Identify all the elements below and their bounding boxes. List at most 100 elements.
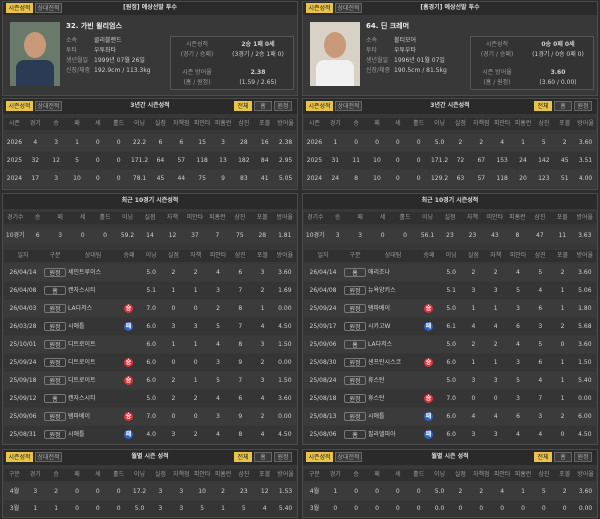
cell: 2	[221, 488, 225, 495]
list-header: 구분	[349, 252, 361, 259]
cell: 2025	[6, 157, 23, 164]
cell: 0	[395, 139, 400, 146]
cell: 2	[54, 488, 59, 495]
cell: 2	[260, 413, 265, 420]
cell: 1	[33, 505, 38, 512]
cell: 탬파베이	[68, 413, 91, 420]
tab[interactable]: 상대전적	[35, 101, 62, 111]
tab[interactable]: 상대전적	[35, 3, 62, 13]
tab[interactable]: 시즌성적	[306, 452, 333, 462]
summary-header: 자책	[166, 214, 178, 221]
filter[interactable]: 전체	[234, 101, 252, 111]
cell: 2	[458, 139, 463, 146]
summary-cell: 10경기	[5, 232, 25, 239]
filter[interactable]: 홈	[554, 101, 572, 111]
column-header-bg	[304, 469, 596, 481]
filter[interactable]: 원정	[274, 101, 292, 111]
tab[interactable]: 시즌성적	[6, 452, 33, 462]
tab[interactable]: 시즌성적	[306, 101, 333, 111]
cell: 2	[193, 269, 198, 276]
tab[interactable]: 상대전적	[335, 452, 362, 462]
tab[interactable]: 시즌성적	[306, 3, 333, 13]
monthly-title: 월별 시즌 성적	[131, 453, 169, 460]
cell: 3.60	[578, 488, 593, 495]
cell: 5.1	[446, 287, 456, 294]
cell: 9	[238, 413, 243, 420]
cell: 1	[75, 139, 79, 146]
cell: 118	[496, 175, 508, 182]
cell: 캔자스시티	[68, 287, 96, 294]
cell: 5.68	[578, 323, 592, 330]
cell: 0	[541, 505, 546, 512]
filter[interactable]: 원정	[574, 452, 592, 462]
column-header: 이닝	[434, 471, 446, 478]
cell: 3	[471, 431, 476, 438]
column-header: 방어율	[577, 471, 594, 478]
cell-bg	[4, 484, 296, 500]
cell: 캔자스시티	[68, 395, 96, 402]
game-row-bg	[304, 408, 596, 425]
filter[interactable]: 전체	[534, 101, 552, 111]
tab[interactable]: 상대전적	[335, 101, 362, 111]
column-header: 삼진	[538, 471, 550, 478]
cell: 0	[116, 505, 121, 512]
cell: 1	[560, 305, 565, 312]
cell: 3	[171, 431, 176, 438]
cell: 0	[354, 139, 359, 146]
cell: 6.0	[146, 341, 156, 348]
venue-badge: 홈	[344, 430, 366, 439]
filter[interactable]: 전체	[534, 452, 552, 462]
summary-header: 삼진	[234, 214, 246, 221]
cell: 6	[538, 359, 543, 366]
cell: 4	[262, 505, 267, 512]
summary-header: 방어율	[576, 214, 594, 221]
summary-cell: 47	[536, 232, 544, 239]
tab[interactable]: 상대전적	[35, 452, 62, 462]
result-badge: 승	[124, 376, 133, 385]
era: 3.60	[550, 69, 566, 76]
summary-cell-bg	[304, 229, 596, 243]
tab[interactable]: 상대전적	[335, 3, 362, 13]
cell: LA다저스	[368, 341, 393, 348]
filter[interactable]: 전체	[234, 452, 252, 462]
game-row-bg	[304, 372, 596, 389]
list-header: 피안타	[509, 252, 527, 259]
column-header: 자책점	[472, 471, 490, 478]
summary-header-bg	[304, 212, 596, 224]
tab[interactable]: 시즌성적	[6, 101, 33, 111]
player-photo	[310, 22, 360, 86]
column-header: 피안타	[193, 471, 211, 478]
venue-badge: 원정	[344, 394, 366, 403]
cell: 4	[216, 269, 220, 276]
cell: 0	[395, 157, 400, 164]
list-header: 상대팀	[384, 252, 402, 259]
cell: 2	[471, 341, 476, 348]
filter[interactable]: 홈	[554, 452, 572, 462]
column-header: 경기	[329, 120, 341, 127]
list-header: 승패	[423, 252, 435, 259]
cell: 2	[562, 488, 567, 495]
cell: LA다저스	[68, 305, 93, 312]
summary-cell-bg	[4, 229, 296, 243]
list-header: 삼진	[234, 252, 246, 259]
cell: 25/08/06	[309, 431, 337, 438]
game-row-bg	[304, 318, 596, 335]
filter[interactable]: 홈	[254, 101, 272, 111]
summary-header: 경기수	[306, 214, 324, 221]
tab[interactable]: 시즌성적	[6, 3, 33, 13]
venue-badge: 원정	[344, 322, 366, 331]
filter[interactable]: 원정	[274, 452, 292, 462]
cell: 2	[193, 431, 198, 438]
cell: 0	[500, 505, 505, 512]
info-value: 190.5cm / 81.5kg	[394, 67, 447, 74]
cell: 1	[333, 488, 338, 495]
venue-badge: 원정	[44, 322, 66, 331]
summary-cell: 12	[168, 232, 177, 239]
cell: 애리조나	[368, 269, 391, 276]
filter[interactable]: 원정	[574, 101, 592, 111]
cell: 5	[541, 488, 546, 495]
filter[interactable]: 홈	[254, 452, 272, 462]
venue-badge: 홈	[44, 286, 66, 295]
cell: 3.60	[578, 139, 593, 146]
venue-badge: 원정	[44, 376, 66, 385]
